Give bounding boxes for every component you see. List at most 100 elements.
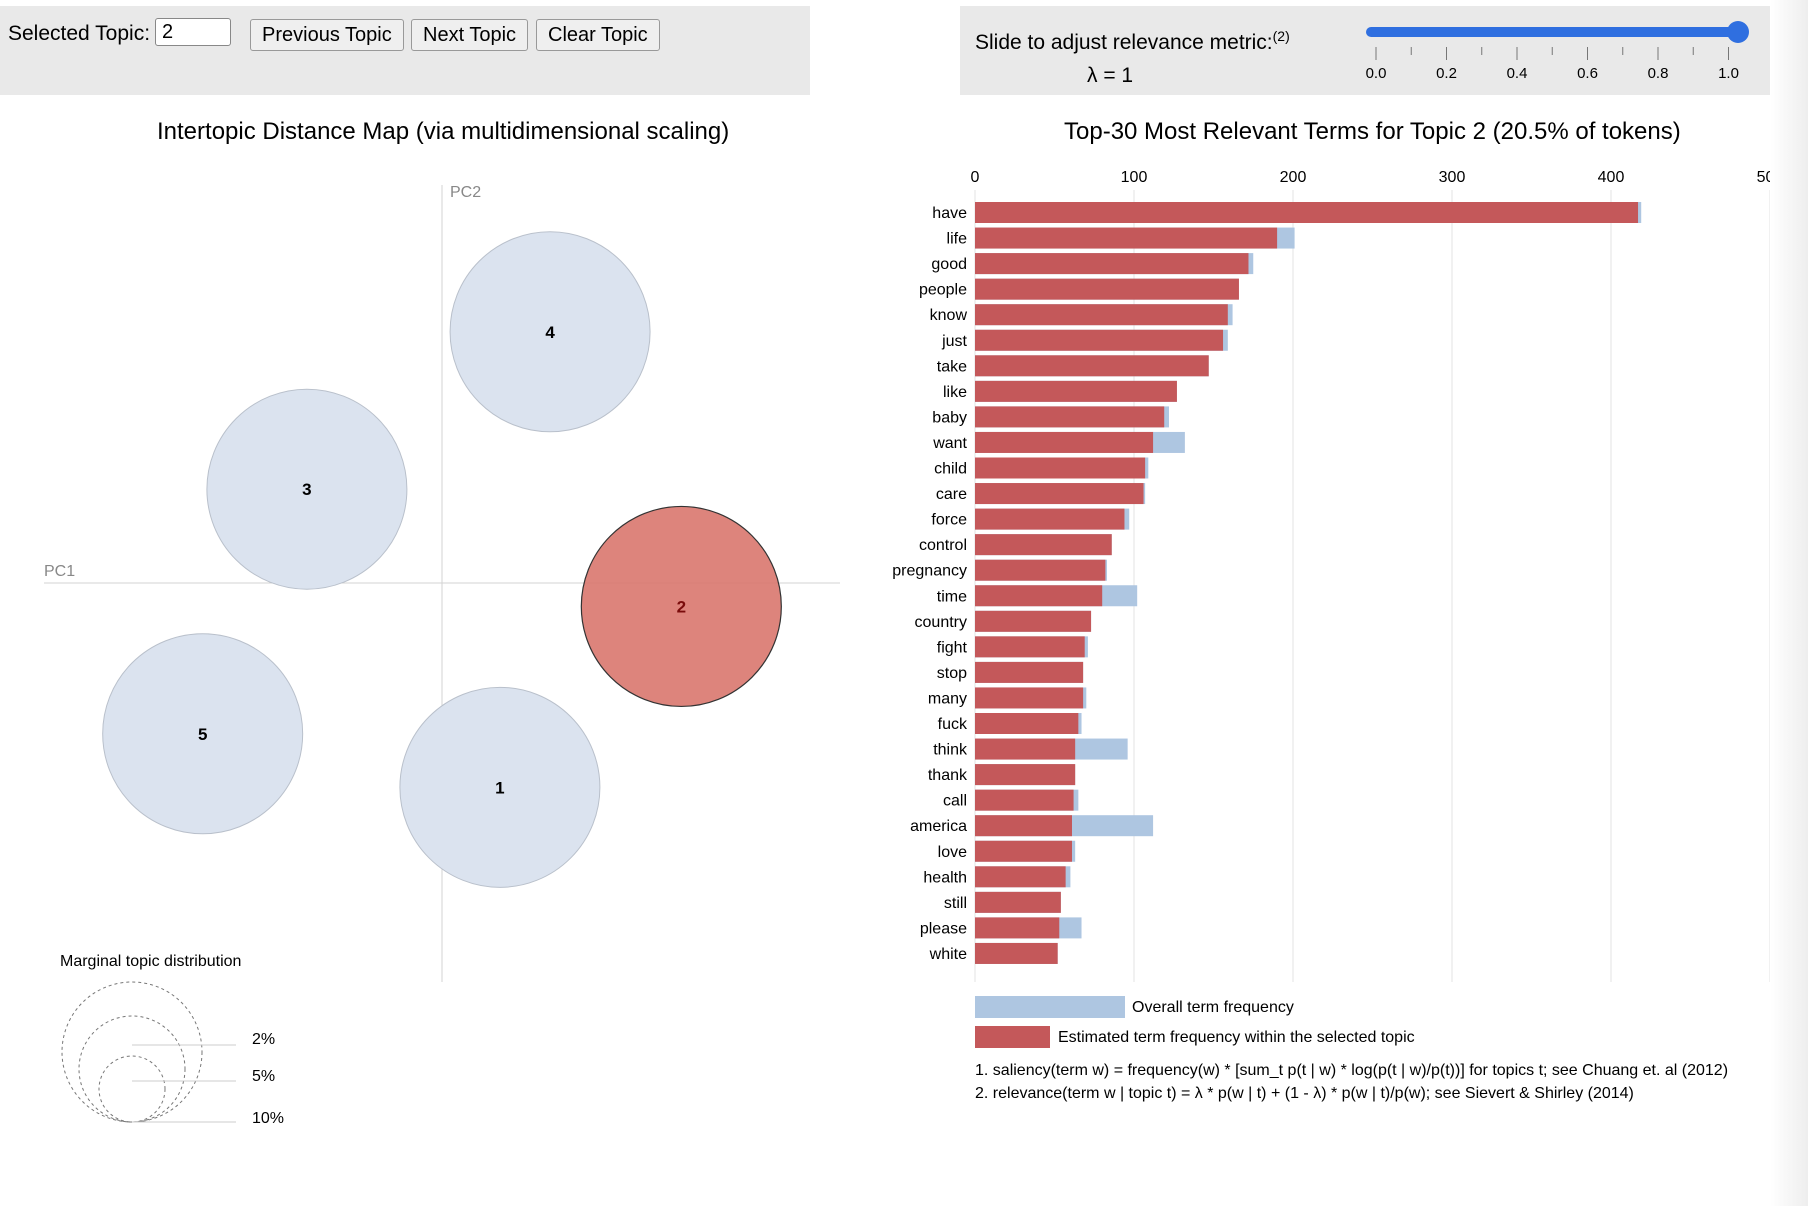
- term-label-health[interactable]: health: [923, 869, 967, 886]
- clear-topic-button[interactable]: Clear Topic: [536, 19, 660, 51]
- term-label-america[interactable]: america: [910, 818, 967, 835]
- term-label-force[interactable]: force: [931, 512, 967, 529]
- topic-freq-bar-america[interactable]: [975, 815, 1072, 837]
- term-label-stop[interactable]: stop: [937, 665, 967, 682]
- topic-circle-2[interactable]: [580, 505, 782, 708]
- term-label-many[interactable]: many: [928, 690, 967, 707]
- topic-freq-bar-health[interactable]: [975, 866, 1066, 888]
- topic-freq-bar-take[interactable]: [975, 355, 1209, 377]
- topic-freq-bar-stop[interactable]: [975, 661, 1084, 683]
- marginal-legend-circle-1: [78, 1015, 186, 1123]
- intertopic-map-title: Intertopic Distance Map (via multidimens…: [157, 118, 730, 145]
- topic-freq-bar-good[interactable]: [975, 253, 1249, 275]
- lambda-value-label: λ = 1: [1087, 64, 1134, 87]
- footnote-2: 2. relevance(term w | topic t) = λ * p(w…: [975, 1085, 1634, 1102]
- topic-freq-bar-call[interactable]: [975, 789, 1074, 811]
- relevance-slider-track[interactable]: [1366, 27, 1736, 37]
- marginal-distribution-title: Marginal topic distribution: [60, 953, 241, 970]
- pc2-axis-label: PC2: [450, 184, 481, 201]
- topic-circle-label-1: 1: [495, 778, 504, 797]
- topic-freq-bar-please[interactable]: [975, 917, 1060, 939]
- bar-x-tick-label-2: 200: [1280, 169, 1307, 186]
- legend-overall-swatch: [975, 996, 1125, 1018]
- pc1-axis-label: PC1: [44, 563, 75, 580]
- next-topic-button[interactable]: Next Topic: [411, 19, 529, 51]
- topic-freq-bar-just[interactable]: [975, 329, 1224, 351]
- slider-tick-label-2: 0.4: [1507, 65, 1528, 82]
- legend-topic-label: Estimated term frequency within the sele…: [1058, 1029, 1415, 1046]
- marginal-legend-label-0: 2%: [252, 1031, 275, 1048]
- topic-freq-bar-love[interactable]: [975, 840, 1072, 862]
- marginal-legend-circle-2: [61, 981, 203, 1123]
- topic-freq-bar-white[interactable]: [975, 942, 1058, 964]
- topic-freq-bar-like[interactable]: [975, 380, 1177, 402]
- topic-circle-label-4: 4: [545, 323, 555, 342]
- topic-circle-4[interactable]: [449, 231, 651, 433]
- term-label-people[interactable]: people: [919, 282, 967, 299]
- term-label-please[interactable]: please: [920, 920, 967, 937]
- term-label-care[interactable]: care: [936, 486, 967, 503]
- topic-freq-bar-country[interactable]: [975, 610, 1092, 632]
- term-label-have[interactable]: have: [932, 205, 967, 222]
- topic-circle-1[interactable]: [399, 686, 601, 888]
- topic-freq-bar-people[interactable]: [975, 278, 1239, 300]
- term-label-like[interactable]: like: [943, 384, 967, 401]
- topic-circle-5[interactable]: [102, 633, 304, 835]
- legend-topic-swatch: [975, 1026, 1050, 1048]
- term-label-still[interactable]: still: [944, 895, 967, 912]
- topic-freq-bar-want[interactable]: [975, 431, 1154, 453]
- term-label-baby[interactable]: baby: [932, 409, 967, 426]
- term-label-just[interactable]: just: [941, 333, 967, 350]
- term-label-love[interactable]: love: [938, 844, 967, 861]
- topic-freq-bar-have[interactable]: [975, 202, 1639, 223]
- topic-freq-bar-life[interactable]: [975, 227, 1278, 249]
- topic-freq-bar-fight[interactable]: [975, 636, 1085, 658]
- term-label-life[interactable]: life: [947, 231, 968, 248]
- bar-x-tick-label-4: 400: [1598, 169, 1625, 186]
- topic-freq-bar-baby[interactable]: [975, 406, 1165, 428]
- term-label-pregnancy[interactable]: pregnancy: [892, 563, 967, 580]
- topic-freq-bar-control[interactable]: [975, 534, 1112, 556]
- term-label-call[interactable]: call: [943, 793, 967, 810]
- selected-topic-input[interactable]: [155, 18, 231, 46]
- topic-freq-bar-many[interactable]: [975, 687, 1084, 709]
- term-label-thank[interactable]: thank: [928, 767, 968, 784]
- topic-freq-bar-care[interactable]: [975, 483, 1144, 505]
- scrollbar-gutter: [1770, 0, 1808, 1206]
- topic-freq-bar-time[interactable]: [975, 585, 1103, 607]
- term-label-think[interactable]: think: [933, 742, 968, 759]
- term-label-want[interactable]: want: [932, 435, 967, 452]
- term-label-take[interactable]: take: [937, 358, 967, 375]
- term-label-white[interactable]: white: [929, 946, 967, 963]
- topic-circle-3[interactable]: [206, 388, 408, 590]
- topic-freq-bar-force[interactable]: [975, 508, 1125, 530]
- marginal-legend-label-2: 10%: [252, 1110, 284, 1127]
- term-label-good[interactable]: good: [931, 256, 967, 273]
- topic-freq-bar-fuck[interactable]: [975, 713, 1079, 734]
- marginal-legend-label-1: 5%: [252, 1068, 275, 1085]
- topic-freq-bar-pregnancy[interactable]: [975, 559, 1106, 581]
- slider-tick-label-1: 0.2: [1436, 65, 1457, 82]
- term-label-child[interactable]: child: [934, 461, 967, 478]
- topic-controls-panel: Selected Topic: Previous Topic Next Topi…: [0, 6, 810, 95]
- term-label-control[interactable]: control: [919, 537, 967, 554]
- previous-topic-button[interactable]: Previous Topic: [250, 19, 404, 51]
- term-label-country[interactable]: country: [915, 614, 967, 631]
- marginal-legend-circle-0: [98, 1055, 166, 1123]
- term-label-fuck[interactable]: fuck: [938, 716, 968, 733]
- topic-circle-label-5: 5: [198, 725, 207, 744]
- relevance-slider-thumb[interactable]: [1727, 21, 1749, 43]
- topic-freq-bar-think[interactable]: [975, 738, 1076, 760]
- term-label-fight[interactable]: fight: [937, 639, 968, 656]
- selected-topic-label: Selected Topic:: [8, 22, 151, 45]
- topic-circle-label-2: 2: [677, 597, 686, 616]
- topic-freq-bar-still[interactable]: [975, 891, 1061, 913]
- topic-freq-bar-know[interactable]: [975, 304, 1228, 326]
- term-label-time[interactable]: time: [937, 588, 967, 605]
- topic-freq-bar-child[interactable]: [975, 457, 1146, 479]
- topic-freq-bar-thank[interactable]: [975, 764, 1076, 786]
- relevance-slider-label: Slide to adjust relevance metric:(2): [975, 28, 1290, 55]
- term-label-know[interactable]: know: [930, 307, 968, 324]
- footnote-1: 1. saliency(term w) = frequency(w) * [su…: [975, 1062, 1728, 1079]
